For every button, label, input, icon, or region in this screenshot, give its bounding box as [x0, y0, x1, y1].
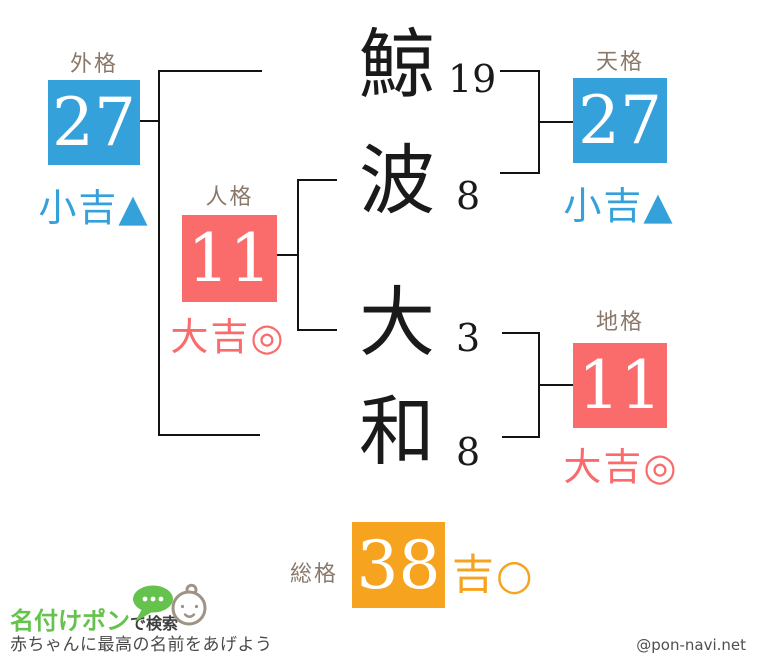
connector-line: [297, 179, 337, 181]
connector-line: [538, 384, 573, 386]
name-char-4: 和: [359, 387, 435, 476]
connector-line: [297, 179, 299, 331]
tenkaku-value: 27: [578, 82, 662, 159]
connector-line: [277, 254, 299, 256]
logo-icons: [128, 576, 212, 634]
connector-line: [500, 70, 540, 72]
speech-bubble-dots-icon: [133, 585, 173, 622]
stroke-count-3: 3: [456, 316, 481, 360]
gaikaku-label: 外格: [69, 52, 118, 77]
name-char-3: 大: [359, 278, 435, 367]
chikaku-value-box: 11: [573, 343, 667, 428]
tenkaku-value-box: 27: [573, 78, 667, 163]
chikaku-label: 地格: [595, 310, 644, 335]
soukaku-value: 38: [356, 526, 441, 604]
tenkaku-fortune: 小吉▲: [563, 184, 675, 228]
tenkaku-label: 天格: [595, 50, 644, 75]
gaikaku-value-box: 27: [48, 80, 140, 165]
stroke-count-2: 8: [456, 174, 481, 218]
connector-line: [158, 70, 160, 436]
chikaku-value: 11: [578, 347, 662, 424]
soukaku-value-box: 38: [352, 522, 445, 608]
stroke-count-4: 8: [456, 430, 481, 474]
logo-suffix-text: で検索: [130, 614, 179, 633]
tagline: 赤ちゃんに最高の名前をあげよう: [10, 635, 273, 655]
connector-line: [502, 436, 540, 438]
name-char-1: 鯨: [359, 20, 435, 109]
connector-line: [500, 172, 540, 174]
stroke-count-1: 19: [448, 57, 497, 101]
jinkaku-value-box: 11: [182, 215, 277, 302]
gaikaku-fortune: 小吉▲: [38, 186, 150, 230]
connector-line: [158, 434, 260, 436]
jinkaku-fortune: 大吉◎: [170, 315, 286, 359]
baby-face-icon: [171, 583, 207, 626]
connector-line: [297, 329, 337, 331]
jinkaku-label: 人格: [205, 185, 254, 210]
name-char-2: 波: [359, 136, 435, 225]
site-credit: @pon-navi.net: [636, 636, 746, 654]
soukaku-label: 総格: [289, 562, 338, 587]
speech-bubble-and-baby-graphic: [133, 583, 207, 626]
soukaku-fortune: 吉○: [452, 550, 535, 599]
logo-text: 名付けポン: [10, 607, 130, 635]
connector-line: [140, 120, 160, 122]
jinkaku-value: 11: [187, 220, 272, 297]
gaikaku-value: 27: [52, 84, 136, 161]
connector-line: [538, 121, 573, 123]
logo: 名付けポン で検索: [10, 601, 178, 636]
connector-line: [502, 332, 540, 334]
connector-line: [158, 70, 262, 72]
chikaku-fortune: 大吉◎: [563, 445, 679, 489]
